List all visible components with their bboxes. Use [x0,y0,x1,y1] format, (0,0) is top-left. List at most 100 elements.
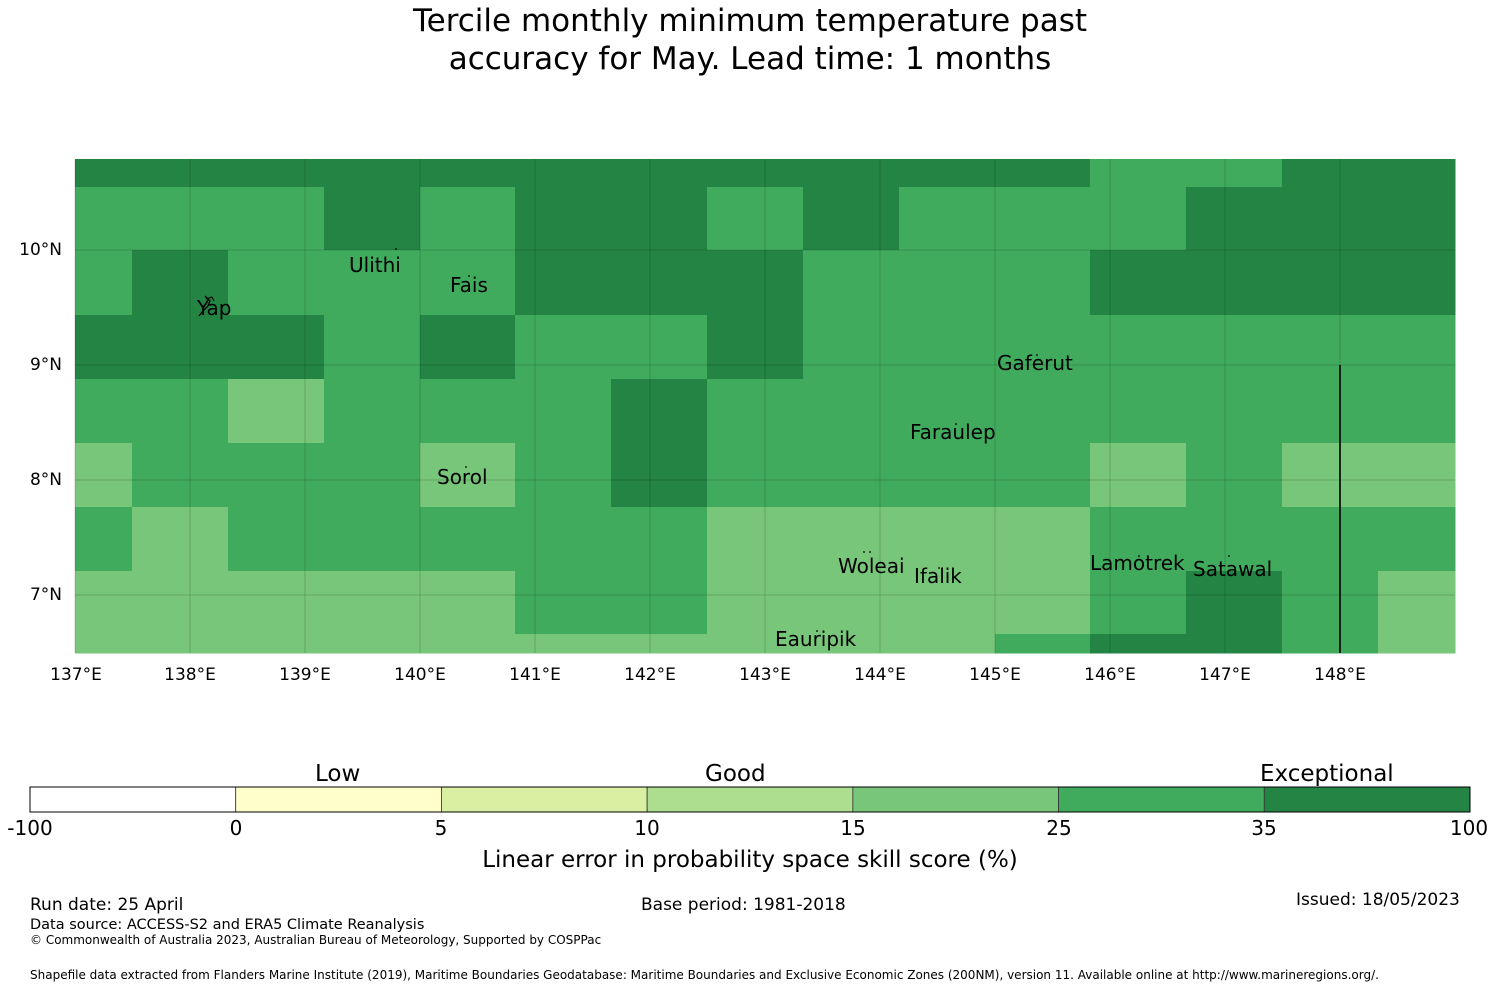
map-cell [515,379,612,444]
map-cell [420,634,516,654]
map-cell [995,187,1091,251]
map-cells [75,159,1456,654]
lat-label-7n: 7°N [29,585,62,605]
map-cell [803,315,900,380]
map-cell [1090,315,1187,380]
lon-label-142e: 142°E [624,665,676,685]
lat-label-8n: 8°N [29,470,62,490]
map-cell [1378,507,1456,572]
map-cell [1090,250,1187,316]
map-cell [1090,443,1187,508]
fais-island-icon [468,275,470,277]
place-gaferut: Gaferut [997,351,1073,375]
map-cell [611,379,708,444]
colorbar-frame [29,786,1471,813]
map-cell [899,315,996,380]
map-cell [707,187,804,251]
map-cell [611,315,708,380]
ifalik-island-icon [938,567,940,569]
map-cell [1090,187,1187,251]
map-cell [1186,443,1283,508]
map-cell [611,250,708,316]
map-cell [420,250,516,316]
colorbar-category-good: Good [705,761,766,787]
map-cell [75,379,133,444]
chart-title-line-1: Tercile monthly minimum temperature past [412,3,1088,39]
colorbar-category-exceptional: Exceptional [1260,761,1394,787]
data-source: Data source: ACCESS-S2 and ERA5 Climate … [30,917,425,933]
place-woleai: Woleai [838,554,905,578]
map-cell [228,159,325,188]
map-cell [228,571,325,635]
lat-label-10n: 10°N [19,240,62,260]
lon-label-139e: 139°E [279,665,331,685]
map-cell [1378,159,1456,188]
map-cell [1378,571,1456,635]
map-cell [1282,443,1379,508]
map-cell [228,187,325,251]
map-cell [324,571,421,635]
map-cell [132,507,229,572]
map-cell [803,443,900,508]
map-cell [228,634,325,654]
issued-date: Issued: 18/05/2023 [1296,890,1460,910]
map-cell [995,315,1091,380]
colorbar-segment [29,786,237,813]
map-cell [420,187,516,251]
colorbar-tick-100: 100 [1449,816,1489,840]
map-cell [515,187,612,251]
map-cell [132,634,229,654]
place-fais: Fais [450,273,488,297]
run-date: Run date: 25 April [30,895,184,915]
map-cell [899,571,996,635]
map-cell [1282,187,1379,251]
map-cell [803,571,900,635]
map-cell [420,571,516,635]
place-ulithi: Ulithi [349,253,401,277]
colorbar-segment [1058,786,1265,813]
faraulep-island-icon [955,423,957,425]
colorbar-segment [1263,786,1471,813]
map-cell [324,443,421,508]
lon-label-148e: 148°E [1314,665,1366,685]
map-cell [515,250,612,316]
map-cell [228,315,325,380]
satawal-island-icon [1228,555,1230,557]
map-cell [803,634,900,654]
map-cell [707,379,804,444]
map-cell [611,443,708,508]
map-cell [611,159,708,188]
colorbar-label: Linear error in probability space skill … [482,847,1018,873]
colorbar-category-low: Low [315,761,361,787]
map-cell [324,507,421,572]
map-gridlines [74,159,1455,653]
map-cell [707,250,804,316]
map-cell [420,507,516,572]
sorol-island-icon [465,466,467,468]
colorbar-tick-minus100: -100 [7,816,53,840]
map-cell [1378,315,1456,380]
map-cell [1378,379,1456,444]
colorbar-tick-25: 25 [1046,816,1072,840]
map-cell [707,443,804,508]
map-cell [1282,250,1379,316]
place-faraulep: Faraulep [910,420,996,444]
lamotrek-island-icon [1138,555,1140,557]
map-cell [611,571,708,635]
copyright-notice: © Commonwealth of Australia 2023, Austra… [30,933,602,947]
map-cell [611,634,708,654]
map-cell [132,443,229,508]
place-eauripik: Eauripik [775,627,857,651]
island-markers [198,248,1230,632]
eauripik-island-icon [816,630,818,632]
map-cell [420,315,516,380]
map-cell [899,634,996,654]
lon-label-137e: 137°E [50,665,102,685]
lon-label-144e: 144°E [854,665,906,685]
map-cell [1090,159,1187,188]
colorbar-segment [852,786,1059,813]
map-cell [420,443,516,508]
map-cell [132,315,229,380]
map-cell [1378,187,1456,251]
